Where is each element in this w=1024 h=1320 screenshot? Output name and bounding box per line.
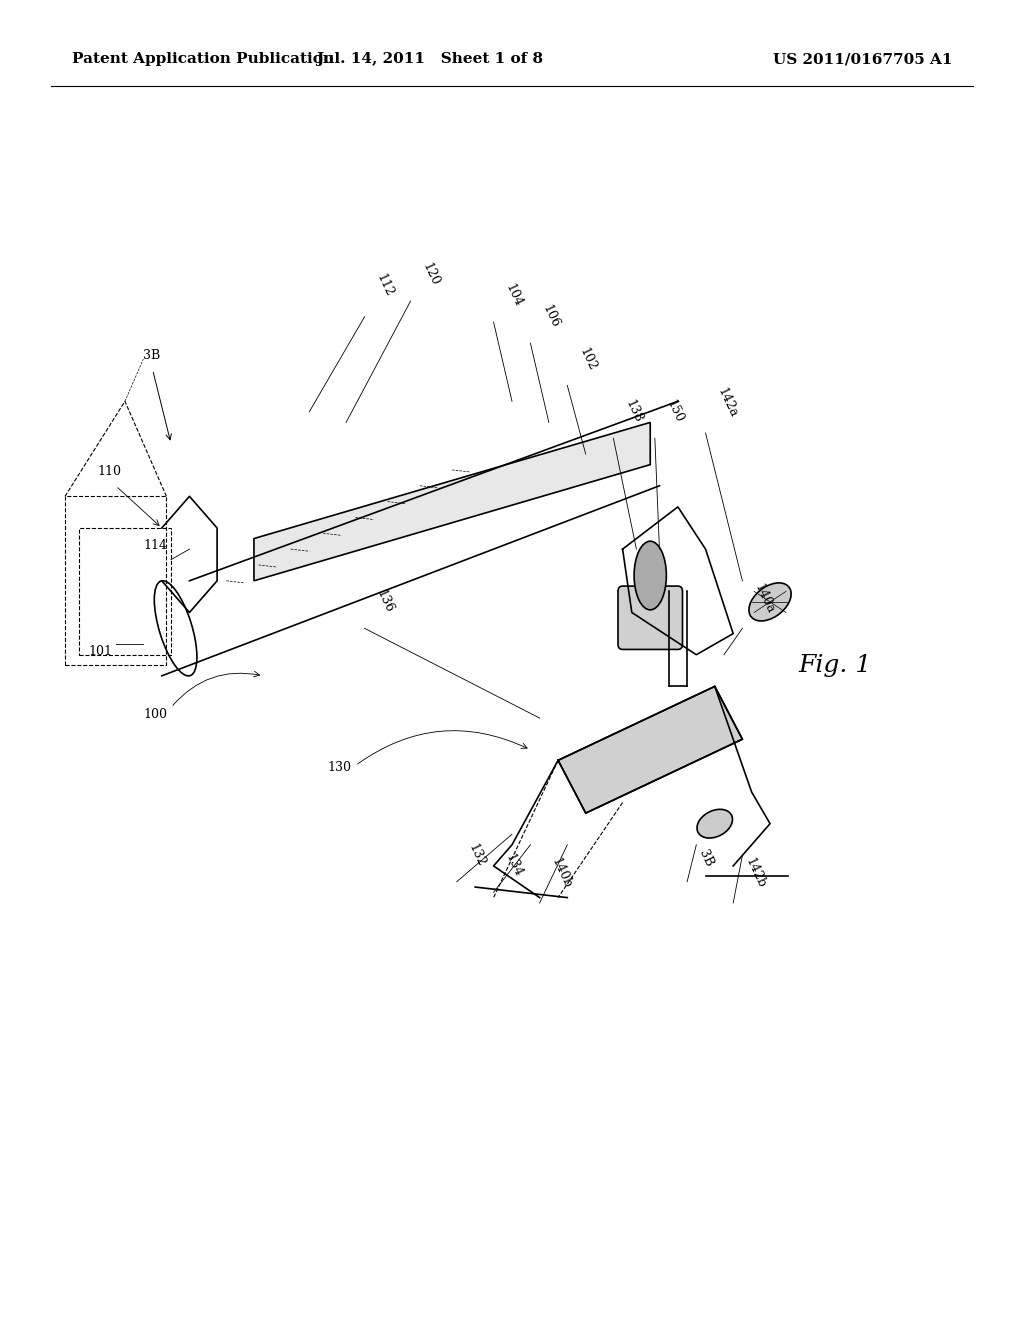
Ellipse shape xyxy=(697,809,732,838)
Text: 140b: 140b xyxy=(549,855,574,890)
Text: 101: 101 xyxy=(88,644,112,657)
Ellipse shape xyxy=(634,541,667,610)
Text: 110: 110 xyxy=(97,465,121,478)
Text: 120: 120 xyxy=(420,261,441,288)
Text: 142b: 142b xyxy=(742,855,768,890)
Text: 100: 100 xyxy=(143,708,167,721)
Text: 140a: 140a xyxy=(752,581,777,615)
Text: 134: 134 xyxy=(503,853,524,879)
FancyBboxPatch shape xyxy=(618,586,683,649)
Text: Fig. 1: Fig. 1 xyxy=(798,653,871,677)
Text: 3B: 3B xyxy=(143,348,161,362)
Text: 150: 150 xyxy=(665,399,686,425)
Text: 104: 104 xyxy=(503,282,524,309)
Text: 114: 114 xyxy=(143,539,167,552)
Text: US 2011/0167705 A1: US 2011/0167705 A1 xyxy=(773,53,952,66)
Text: 112: 112 xyxy=(374,272,395,298)
Text: Jul. 14, 2011   Sheet 1 of 8: Jul. 14, 2011 Sheet 1 of 8 xyxy=(316,53,544,66)
Text: 142a: 142a xyxy=(715,387,739,420)
Text: 136: 136 xyxy=(374,589,395,615)
Text: 106: 106 xyxy=(540,304,561,330)
Ellipse shape xyxy=(749,583,792,620)
Text: Patent Application Publication: Patent Application Publication xyxy=(72,53,334,66)
Polygon shape xyxy=(254,422,650,581)
Text: 102: 102 xyxy=(577,346,598,372)
Text: 138: 138 xyxy=(623,399,644,425)
Polygon shape xyxy=(558,686,742,813)
Text: 130: 130 xyxy=(328,760,351,774)
Text: 132: 132 xyxy=(466,842,487,869)
Text: 3B: 3B xyxy=(696,847,716,869)
